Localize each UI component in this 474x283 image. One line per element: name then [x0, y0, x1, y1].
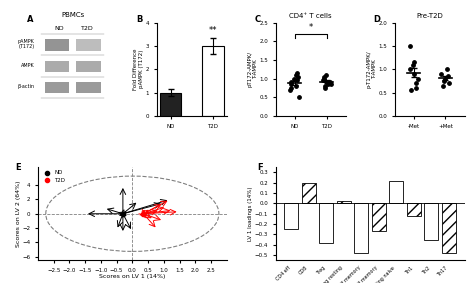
Text: pAMPK
(T172): pAMPK (T172): [18, 39, 35, 50]
Point: [288, 86, 295, 90]
Text: T2D: T2D: [81, 26, 93, 31]
Bar: [76, 82, 101, 93]
Point: [406, 67, 413, 72]
Point: [320, 78, 328, 83]
Text: *: *: [309, 23, 313, 32]
Point: [286, 87, 294, 92]
Text: B: B: [136, 15, 142, 24]
Text: AMPK: AMPK: [21, 63, 35, 68]
Text: Pre-T2D: Pre-T2D: [416, 13, 443, 19]
Point: [321, 86, 328, 90]
Legend: ND, T2D: ND, T2D: [41, 170, 65, 184]
Point: [323, 80, 330, 85]
Point: [414, 76, 422, 81]
Point: [406, 44, 413, 48]
Point: [320, 74, 328, 79]
Point: [409, 62, 417, 67]
Bar: [372, 203, 386, 231]
Bar: [45, 82, 69, 93]
Text: D: D: [374, 15, 381, 24]
Point: [439, 83, 447, 88]
Point: [294, 74, 302, 79]
Point: [410, 60, 418, 65]
Point: [438, 72, 445, 76]
Text: β-actin: β-actin: [18, 84, 35, 89]
Point: [293, 78, 301, 83]
Point: [408, 88, 415, 93]
Bar: [45, 61, 69, 72]
Text: **: **: [209, 26, 217, 35]
Bar: [355, 203, 368, 253]
Text: C: C: [255, 15, 261, 24]
Bar: [76, 61, 101, 72]
Bar: [319, 203, 333, 243]
Bar: [407, 203, 421, 216]
Point: [412, 86, 420, 90]
Bar: [337, 201, 351, 203]
Point: [446, 81, 453, 85]
Point: [412, 81, 419, 85]
Point: [288, 82, 295, 86]
Bar: [424, 203, 438, 240]
Point: [292, 72, 300, 77]
Text: CD4⁺ T cells: CD4⁺ T cells: [289, 13, 332, 19]
Point: [445, 74, 452, 78]
Point: [443, 67, 451, 72]
Bar: [442, 203, 456, 253]
Point: [410, 72, 418, 76]
Point: [326, 80, 334, 85]
Bar: [202, 46, 224, 116]
Text: A: A: [27, 15, 34, 24]
Point: [293, 71, 301, 75]
Y-axis label: pT172-AMPK/
T-AMPK: pT172-AMPK/ T-AMPK: [247, 51, 258, 87]
Y-axis label: Fold Difference
pAMPK (T172): Fold Difference pAMPK (T172): [134, 48, 144, 90]
Point: [295, 95, 303, 100]
Text: ND: ND: [54, 26, 64, 31]
Point: [319, 78, 327, 83]
Point: [327, 82, 335, 86]
Point: [287, 80, 294, 85]
Y-axis label: Scores on LV 2 (64%): Scores on LV 2 (64%): [16, 181, 21, 247]
Point: [440, 79, 448, 83]
Bar: [45, 39, 69, 51]
Point: [321, 84, 328, 88]
X-axis label: Scores on LV 1 (14%): Scores on LV 1 (14%): [99, 275, 165, 279]
Text: F: F: [257, 163, 263, 172]
Y-axis label: LV 1 loadings (14%): LV 1 loadings (14%): [248, 186, 253, 241]
Point: [290, 76, 297, 81]
Bar: [160, 93, 181, 116]
Text: PBMCs: PBMCs: [61, 12, 84, 18]
Bar: [284, 203, 298, 229]
Y-axis label: p-T172-AMPK/
T-AMPK: p-T172-AMPK/ T-AMPK: [366, 50, 377, 88]
Point: [292, 84, 300, 88]
Bar: [76, 39, 101, 51]
Point: [322, 72, 330, 77]
Point: [324, 82, 331, 86]
Point: [442, 76, 449, 81]
Point: [320, 76, 328, 81]
Bar: [302, 183, 316, 203]
Text: E: E: [15, 163, 21, 172]
Bar: [389, 181, 403, 203]
